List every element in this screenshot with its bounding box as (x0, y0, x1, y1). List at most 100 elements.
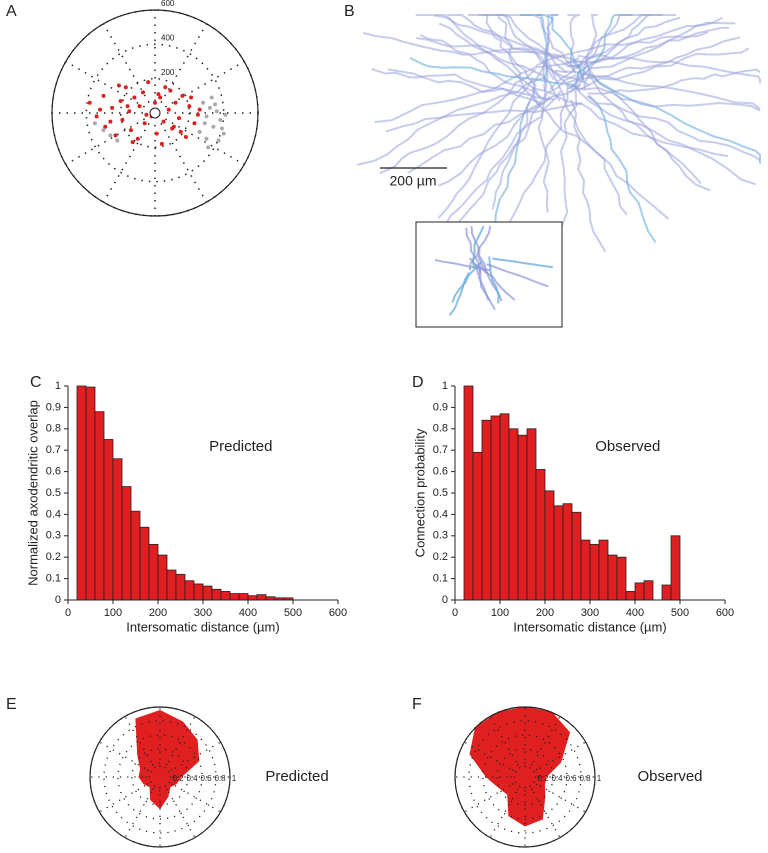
point (140, 90, 145, 95)
radial-grid (145, 762, 175, 792)
radial-tick-label: 0.4 (551, 774, 563, 783)
spoke (65, 118, 145, 166)
bar (634, 582, 645, 601)
neurite (438, 22, 561, 102)
point (115, 138, 120, 143)
point (123, 85, 128, 90)
bar (247, 595, 258, 601)
y-tick-label: 1 (55, 380, 61, 392)
panel-label: B (344, 3, 355, 20)
point (183, 135, 188, 140)
x-axis-label: Intersomatic distance (µm) (513, 619, 666, 634)
point (189, 95, 194, 100)
spoke (99, 781, 152, 813)
point (120, 117, 125, 122)
spoke (533, 781, 586, 813)
spoke (160, 23, 208, 103)
point (168, 88, 173, 93)
y-tick-label: 0.1 (46, 573, 61, 585)
x-tick-label: 100 (104, 607, 122, 619)
neurite (520, 14, 586, 83)
spoke (102, 123, 150, 203)
point (180, 93, 185, 98)
x-tick-label: 200 (536, 607, 554, 619)
neuron-image (356, 14, 761, 271)
point (137, 104, 142, 109)
point (216, 138, 221, 143)
neurite (565, 21, 736, 64)
radial-grid (468, 720, 582, 834)
neurite (438, 74, 577, 187)
neurite (379, 68, 536, 175)
annotation: Observed (637, 768, 702, 785)
neurite (545, 14, 558, 81)
point (201, 100, 206, 105)
x-tick-label: 300 (194, 607, 212, 619)
radial-grid (51, 9, 259, 217)
point (103, 124, 108, 129)
point (156, 92, 161, 97)
radial-tick-label: 0.6 (565, 774, 577, 783)
bar (571, 511, 582, 601)
bar (562, 503, 573, 601)
bar (229, 593, 240, 601)
point (110, 105, 115, 110)
bar (112, 458, 123, 601)
point (204, 136, 209, 141)
spoke (102, 23, 150, 103)
annotation: Predicted (265, 768, 328, 785)
point (116, 83, 121, 88)
bar (103, 439, 114, 601)
bar (166, 569, 177, 601)
bar (76, 385, 87, 601)
bar (193, 583, 204, 601)
neurite (416, 37, 546, 101)
inset-neurite (465, 227, 482, 275)
point (166, 107, 171, 112)
x-tick-label: 100 (491, 607, 509, 619)
radial-tick-label: 400 (161, 33, 175, 42)
spoke (489, 785, 521, 838)
x-tick-label: 0 (65, 607, 71, 619)
x-tick-label: 300 (581, 607, 599, 619)
neurite (567, 14, 580, 74)
neurite (574, 26, 730, 81)
bar (490, 415, 501, 601)
radial-grid (119, 77, 191, 149)
neurite (535, 31, 709, 67)
neurite (573, 84, 757, 186)
neurite (385, 101, 583, 133)
radial-tick-label: 0.2 (537, 774, 549, 783)
radial-grid (482, 734, 568, 820)
point (221, 131, 226, 136)
x-tick-label: 500 (284, 607, 302, 619)
y-axis-label: Connection probability (412, 428, 427, 557)
neurite (558, 69, 582, 234)
bar (499, 413, 510, 601)
neurite (387, 68, 555, 101)
neurite (484, 14, 532, 97)
neurite (566, 36, 741, 84)
radial-tick-label: 1 (597, 774, 602, 783)
neurite (586, 94, 761, 161)
panel-label: D (412, 374, 424, 391)
point (153, 100, 157, 105)
bar (661, 584, 672, 601)
bar (598, 539, 609, 601)
point (159, 141, 164, 146)
neurite (530, 96, 670, 220)
inset-neurite (451, 261, 483, 304)
neurite (450, 96, 551, 232)
bar (139, 526, 150, 601)
radial-tick-label: 0.4 (186, 774, 198, 783)
neurite (437, 78, 534, 219)
neurite (447, 14, 590, 86)
x-tick-label: 600 (716, 607, 734, 619)
neurite (491, 58, 549, 210)
y-tick-label: 0.5 (433, 487, 448, 499)
point (87, 100, 92, 105)
annotation: Observed (595, 438, 660, 455)
spoke (124, 716, 156, 769)
spoke (464, 741, 517, 773)
